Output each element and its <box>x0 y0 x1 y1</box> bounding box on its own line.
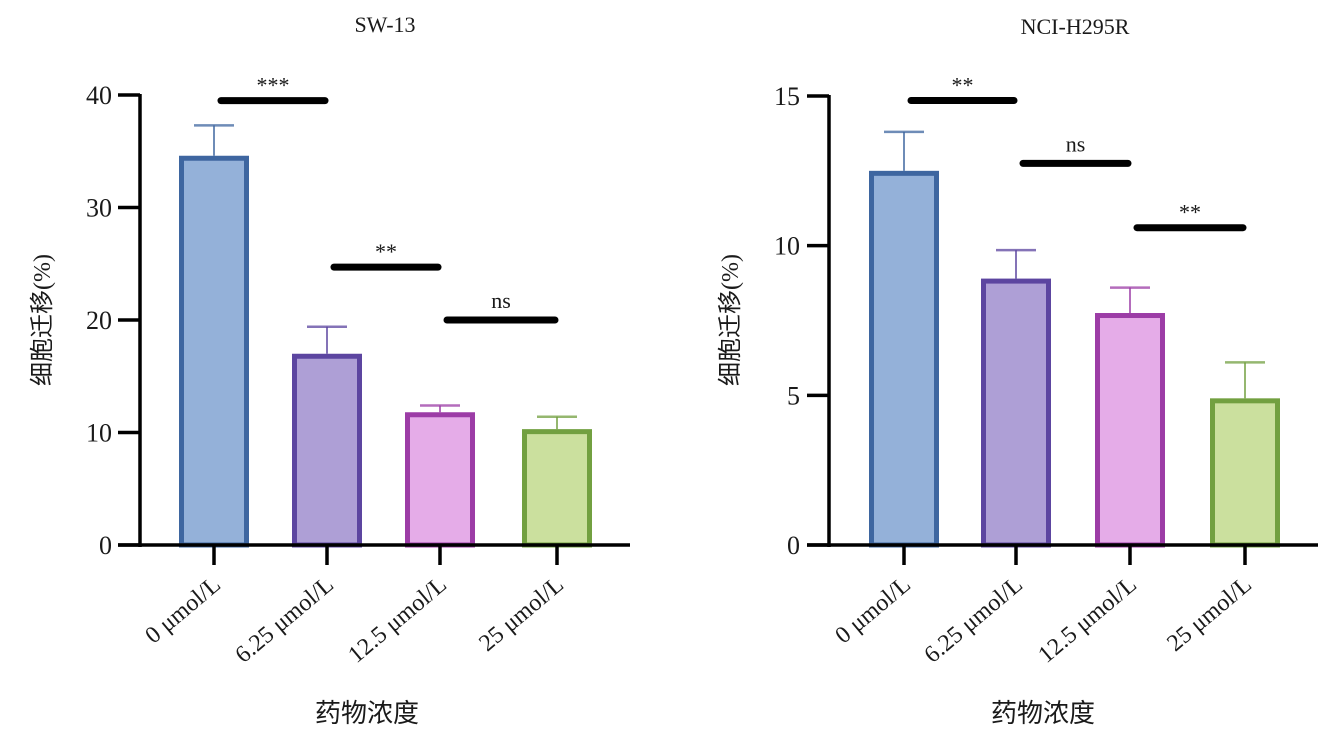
bar <box>1095 313 1165 548</box>
y-axis-label: 细胞迁移(%) <box>29 254 56 386</box>
y-tick-label: 20 <box>86 306 112 335</box>
chart-panel-nci-h295r: NCI-H295R 细胞迁移(%) 药物浓度 0 5 10 15 0 μmol/L 6.2… <box>717 14 1318 728</box>
x-axis-label: 药物浓度 <box>315 699 419 728</box>
x-tick-label: 0 μmol/L <box>141 572 226 649</box>
significance-label: ns <box>1066 131 1086 156</box>
chart-title: SW-13 <box>354 12 415 37</box>
y-tick-label: 40 <box>86 81 112 110</box>
y-tick-label: 10 <box>86 419 112 448</box>
y-tick-label: 10 <box>774 232 800 261</box>
x-tick-label: 0 μmol/L <box>831 572 916 649</box>
bar <box>869 170 939 548</box>
x-tick-label: 6.25 μmol/L <box>920 572 1028 669</box>
y-tick-label: 0 <box>787 531 800 560</box>
y-axis-label: 细胞迁移(%) <box>717 254 744 386</box>
x-tick-label: 25 μmol/L <box>1162 572 1256 657</box>
bar <box>405 412 475 548</box>
y-tick-label: 0 <box>99 531 112 560</box>
bar <box>179 155 249 548</box>
chart-panel-sw13: SW-13 细胞迁移(%) 药物浓度 0 10 20 30 40 0 μmol/L 6.25… <box>29 12 630 728</box>
chart-title: NCI-H295R <box>1021 14 1130 39</box>
significance-label: ns <box>491 288 511 313</box>
significance-label: ** <box>375 239 397 264</box>
bar <box>981 278 1051 548</box>
y-tick-label: 30 <box>86 194 112 223</box>
x-tick-label: 25 μmol/L <box>474 572 568 657</box>
significance-label: ** <box>1179 200 1201 225</box>
x-tick-label: 12.5 μmol/L <box>1034 572 1142 669</box>
bar <box>292 353 362 548</box>
bar <box>1210 398 1280 548</box>
x-tick-label: 12.5 μmol/L <box>344 572 452 669</box>
bar <box>522 429 592 548</box>
x-tick-label: 6.25 μmol/L <box>231 572 339 669</box>
y-tick-label: 5 <box>787 381 800 410</box>
significance-label: *** <box>257 73 290 98</box>
x-axis-label: 药物浓度 <box>991 699 1095 728</box>
significance-label: ** <box>952 72 974 97</box>
y-tick-label: 15 <box>774 82 800 111</box>
